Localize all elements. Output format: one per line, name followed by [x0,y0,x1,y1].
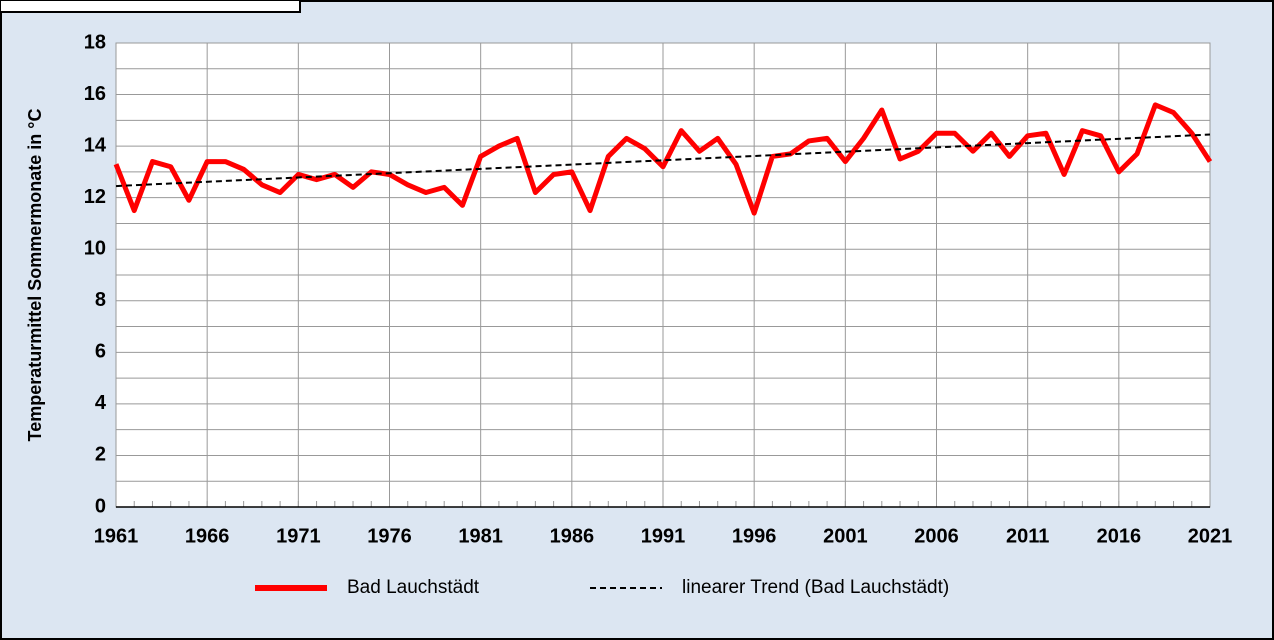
x-tick-label: 1971 [276,525,321,547]
x-tick-label: 2011 [1006,525,1049,547]
x-tick-label: 1976 [367,525,412,547]
x-tick-label: 2006 [914,525,959,547]
y-tick-label: 10 [84,238,106,260]
y-tick-label: 8 [95,289,106,311]
y-axis-label: Temperaturmittel Sommermonate in °C [25,109,45,442]
x-tick-label: 1991 [641,525,686,547]
x-tick-label: 1986 [550,525,595,547]
legend-label: linearer Trend (Bad Lauchstädt) [682,577,949,598]
y-tick-label: 2 [95,444,106,466]
y-tick-label: 6 [95,341,106,363]
x-tick-label: 2016 [1097,525,1142,547]
y-tick-label: 14 [84,134,107,156]
x-tick-label: 1981 [458,525,503,547]
trend-line [115,133,1211,188]
x-tick-label: 2021 [1188,525,1233,547]
y-tick-label: 4 [95,392,107,414]
y-tick-label: 12 [84,186,106,208]
corner-box [0,0,301,13]
y-tick-label: 0 [95,495,106,517]
y-tick-label: 16 [84,83,106,105]
data-line [113,102,1213,216]
x-tick-label: 2001 [823,525,868,547]
x-tick-label: 1996 [732,525,777,547]
legend-label: Bad Lauchstädt [347,577,480,598]
x-tick-label: 1966 [185,525,230,547]
y-tick-label: 18 [84,31,106,53]
x-tick-label: 1961 [94,525,139,547]
